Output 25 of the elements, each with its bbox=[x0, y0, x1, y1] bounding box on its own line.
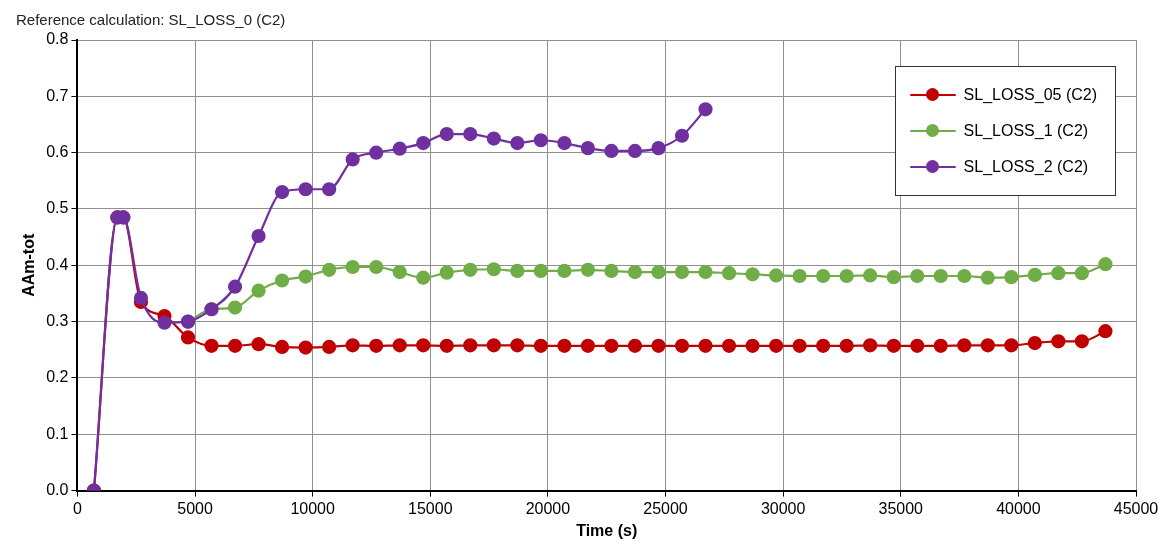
legend-label: SL_LOSS_05 (C2) bbox=[963, 86, 1097, 104]
x-tick-label: 35000 bbox=[878, 499, 924, 517]
x-tick-label: 45000 bbox=[1113, 499, 1159, 517]
x-tick-label: 0 bbox=[72, 499, 82, 517]
legend-label: SL_LOSS_1 (C2) bbox=[963, 122, 1089, 140]
x-tick-label: 20000 bbox=[525, 499, 571, 517]
x-tick-label: 25000 bbox=[643, 499, 688, 517]
x-tick-label: 15000 bbox=[408, 499, 453, 517]
x-tick-label: 30000 bbox=[760, 499, 806, 517]
y-tick-label: 0.5 bbox=[46, 199, 69, 217]
x-tick-label: 5000 bbox=[177, 499, 213, 517]
y-tick-label: 0.8 bbox=[46, 30, 69, 48]
y-tick-label: 0.0 bbox=[46, 481, 69, 499]
x-axis-title: Time (s) bbox=[576, 521, 638, 539]
y-tick-label: 0.7 bbox=[46, 86, 69, 104]
y-axis-title: AAm-tot bbox=[20, 233, 38, 297]
y-tick-label: 0.3 bbox=[46, 312, 69, 330]
y-tick-label: 0.4 bbox=[46, 255, 69, 273]
y-tick-label: 0.6 bbox=[46, 143, 69, 161]
y-tick-label: 0.2 bbox=[46, 368, 69, 386]
x-tick-label: 10000 bbox=[290, 499, 336, 517]
y-tick-label: 0.1 bbox=[46, 424, 69, 442]
chart-title: Reference calculation: SL_LOSS_0 (C2) bbox=[16, 11, 286, 29]
x-tick-label: 40000 bbox=[996, 499, 1041, 517]
legend-label: SL_LOSS_2 (C2) bbox=[963, 158, 1089, 176]
